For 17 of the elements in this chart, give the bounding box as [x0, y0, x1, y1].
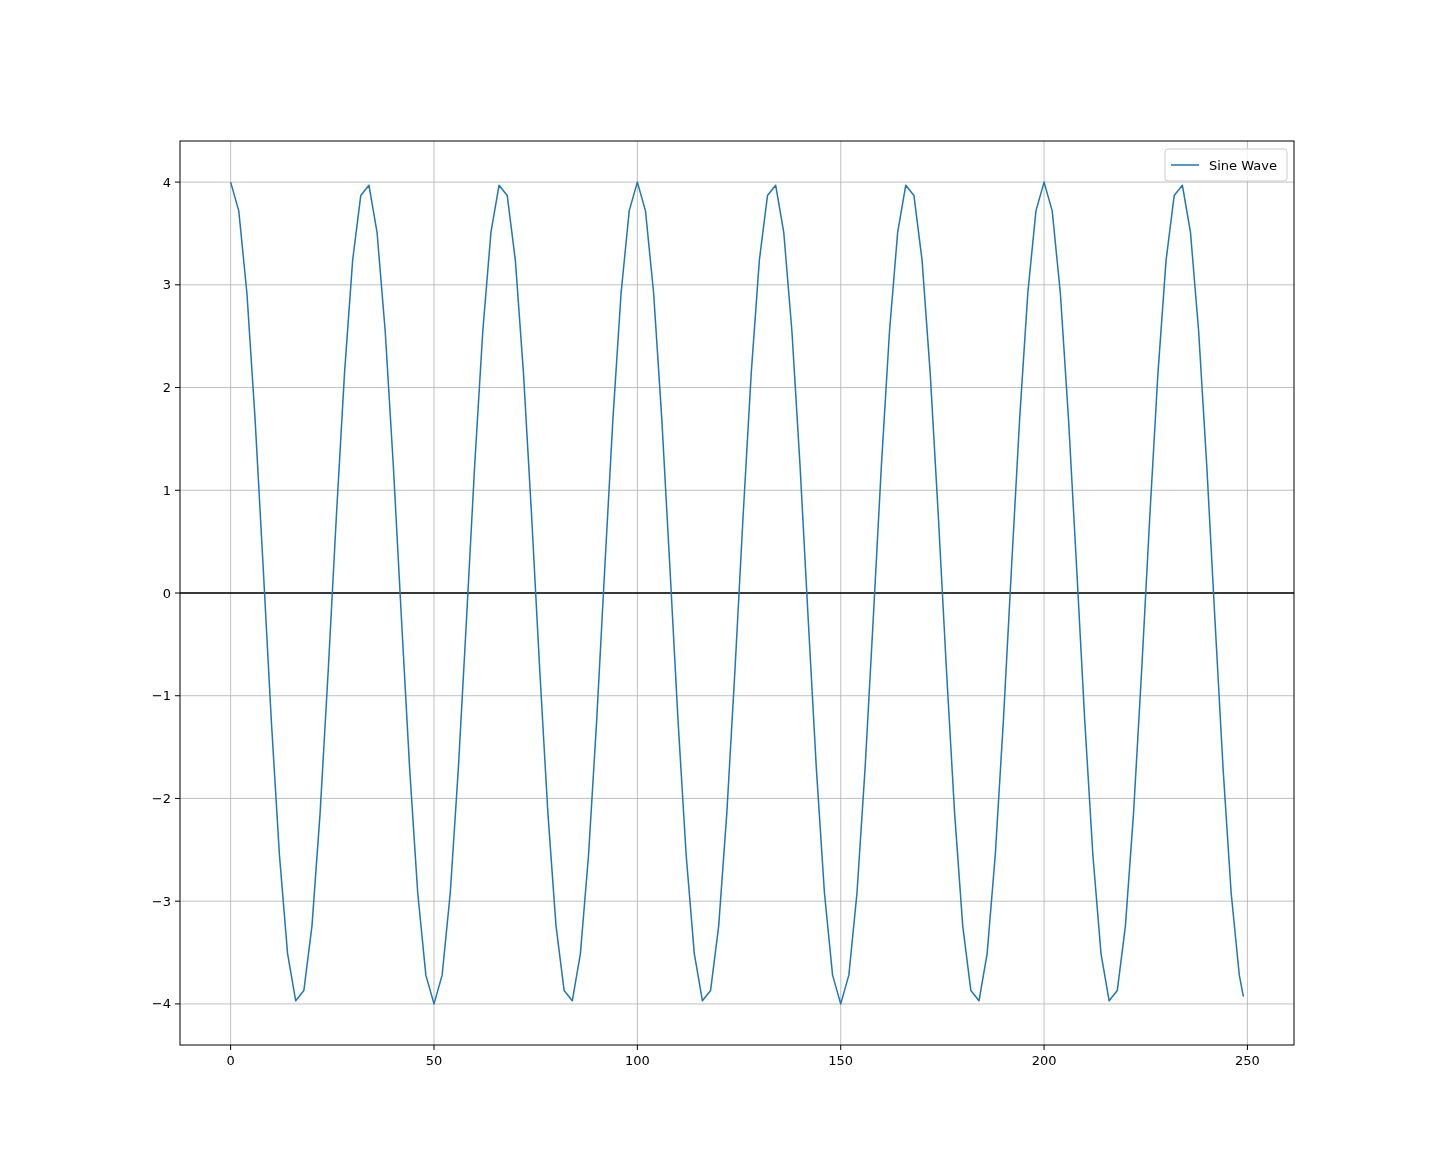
- x-tick-label: 100: [624, 1053, 650, 1068]
- y-tick-label: −1: [151, 688, 171, 704]
- legend-label: Sine Wave: [1209, 157, 1277, 173]
- x-tick-label: 250: [1235, 1053, 1260, 1068]
- y-tick-label: 3: [162, 277, 171, 293]
- x-tick-label: 50: [425, 1053, 443, 1068]
- y-tick-label: 1: [162, 482, 171, 498]
- line-series: [229, 181, 1245, 1005]
- x-tick-label: 150: [828, 1053, 854, 1068]
- y-tick-label: 2: [162, 380, 171, 396]
- y-tick-label: −3: [151, 893, 171, 909]
- y-tick-label: −2: [151, 791, 171, 806]
- x-tick-label: 200: [1031, 1053, 1057, 1068]
- y-tick-label: 4: [162, 174, 171, 190]
- y-tick-label: −4: [151, 996, 171, 1012]
- x-tick-label: 0: [226, 1053, 235, 1068]
- y-tick-label: 0: [162, 585, 171, 601]
